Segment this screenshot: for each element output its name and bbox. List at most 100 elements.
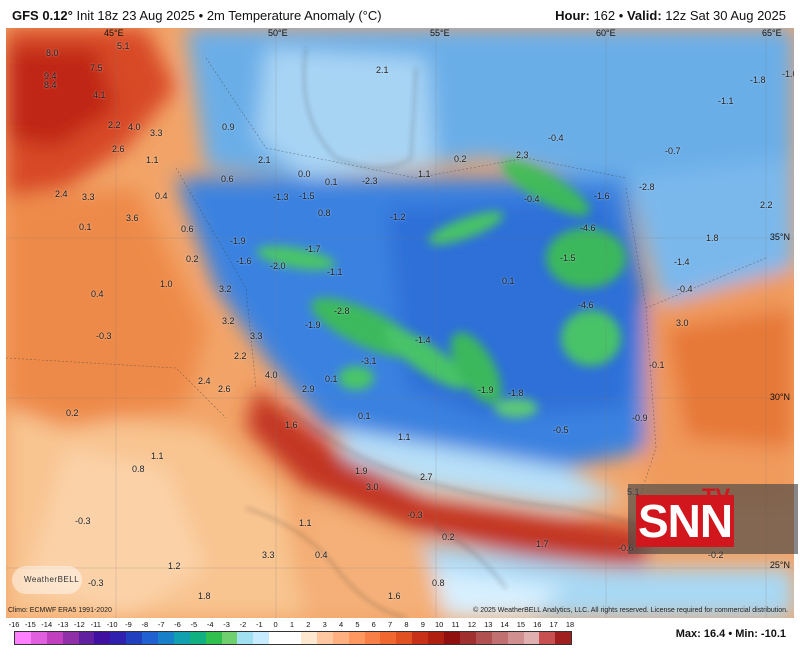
anomaly-map[interactable]: 45°E 50°E 55°E 60°E 65°E 35°N 30°N 25°N …	[6, 28, 794, 618]
anomaly-value-label: 0.6	[221, 174, 234, 184]
color-scale-tick: -11	[90, 620, 101, 629]
max-label: Max:	[675, 628, 701, 640]
maxmin-separator: •	[728, 628, 733, 640]
anomaly-value-label: 2.7	[420, 472, 433, 482]
anomaly-value-label: -0.7	[665, 146, 681, 156]
anomaly-value-label: 1.8	[706, 233, 719, 243]
anomaly-value-label: -1.3	[273, 192, 289, 202]
anomaly-value-label: 1.6	[388, 591, 401, 601]
color-scale-tick: 8	[404, 620, 409, 629]
anomaly-value-label: 1.7	[536, 539, 549, 549]
header-right: Hour: 162 • Valid: 12z Sat 30 Aug 2025	[555, 8, 786, 23]
lon-label-55: 55°E	[430, 28, 450, 38]
anomaly-value-label: 8.4	[44, 80, 57, 90]
color-scale-swatch	[158, 632, 174, 644]
color-scale-swatch	[301, 632, 317, 644]
lon-label-60: 60°E	[596, 28, 616, 38]
anomaly-value-label: -2.8	[639, 182, 655, 192]
color-scale-tick: -16	[8, 620, 20, 629]
anomaly-value-label: -0.5	[553, 425, 569, 435]
anomaly-value-label: 2.4	[55, 189, 68, 199]
lon-label-45: 45°E	[104, 28, 124, 38]
color-scale-swatch	[507, 632, 524, 644]
color-scale-tick: -12	[73, 620, 85, 629]
anomaly-value-label: -1.8	[508, 388, 524, 398]
color-scale-tick: 14	[500, 620, 509, 629]
color-scale-tick: -2	[239, 620, 247, 629]
color-scale-swatch	[555, 632, 572, 644]
color-scale-swatch	[205, 632, 222, 644]
color-scale-tick: 1	[289, 620, 295, 629]
color-scale-tick: 18	[565, 620, 575, 629]
anomaly-value-label: -0.3	[88, 578, 104, 588]
color-scale-swatch	[237, 632, 254, 644]
color-scale-tick: 10	[435, 620, 444, 629]
anomaly-value-label: -4.6	[578, 300, 594, 310]
color-scale-tick: -8	[141, 620, 149, 629]
anomaly-value-label: 0.1	[325, 374, 338, 384]
anomaly-value-label: -1.9	[478, 385, 494, 395]
map-title: 2m Temperature Anomaly (°C)	[206, 8, 382, 23]
color-scale-swatch	[475, 632, 492, 644]
anomaly-value-label: 2.6	[112, 144, 125, 154]
color-scale-swatch	[15, 632, 31, 644]
snn-tv-watermark: SNN TV	[628, 484, 798, 554]
anomaly-value-label: 2.9	[302, 384, 315, 394]
anomaly-value-label: 0.2	[442, 532, 455, 542]
anomaly-value-label: -1.5	[560, 253, 576, 263]
color-scale-tick: -6	[174, 620, 181, 629]
color-scale-swatch	[459, 632, 476, 644]
color-scale-tick: -7	[157, 620, 165, 629]
color-scale-swatch	[428, 632, 445, 644]
anomaly-value-label: -4.6	[580, 223, 596, 233]
anomaly-value-label: 1.1	[418, 169, 431, 179]
color-scale-tick: -3	[223, 620, 230, 629]
color-scale-swatch	[364, 632, 381, 644]
anomaly-value-label: 0.1	[502, 276, 515, 286]
color-scale-swatch	[253, 632, 270, 644]
anomaly-value-label: 0.2	[454, 154, 467, 164]
anomaly-value-label: -1.8	[750, 75, 766, 85]
color-scale-swatch	[539, 632, 556, 644]
anomaly-value-label: 1.1	[398, 432, 411, 442]
max-value: 16.4	[703, 628, 726, 640]
anomaly-value-label: 2.2	[234, 351, 247, 361]
anomaly-value-label: -0.3	[96, 331, 112, 341]
anomaly-value-label: -1.5	[299, 191, 315, 201]
max-min-readout: Max: 16.4 • Min: -10.1	[676, 628, 786, 640]
anomaly-value-label: 1.8	[198, 591, 211, 601]
weatherbell-logo: WeatherBELL	[12, 566, 82, 594]
color-scale-tick: -4	[206, 620, 214, 629]
anomaly-value-label: 4.0	[128, 122, 141, 132]
color-scale-swatch	[46, 632, 63, 644]
color-scale-tick: 5	[355, 620, 360, 629]
anomaly-value-label: 9.4	[44, 71, 57, 81]
weatherbell-logo-text: WeatherBELL	[24, 575, 80, 584]
anomaly-value-label: 2.6	[218, 384, 231, 394]
anomaly-value-label: -2.3	[362, 176, 378, 186]
anomaly-value-label: 3.3	[250, 331, 263, 341]
anomaly-value-label: -0.1	[649, 360, 665, 370]
anomaly-value-label: 0.8	[432, 578, 445, 588]
lat-label-35: 35°N	[769, 232, 790, 242]
anomaly-value-label: -0.4	[524, 194, 540, 204]
lat-label-25: 25°N	[769, 560, 790, 570]
anomaly-value-label: -1.1	[327, 267, 343, 277]
color-scale-tick: -13	[57, 620, 69, 629]
anomaly-value-label: 1.2	[168, 561, 181, 571]
valid-label: Valid:	[626, 8, 662, 23]
anomaly-value-label: 0.2	[66, 408, 79, 418]
hour-label: Hour:	[555, 8, 590, 23]
model-name: GFS 0.12°	[12, 8, 73, 23]
color-scale-tick: 9	[420, 620, 425, 629]
anomaly-value-label: 0.4	[91, 289, 104, 299]
hour-value: 162	[593, 8, 616, 23]
color-scale-tick: -15	[24, 620, 36, 629]
color-scale-swatch	[30, 632, 47, 644]
color-scale-swatch	[285, 632, 302, 644]
snn-logo: SNN	[636, 494, 735, 548]
color-scale-swatch	[94, 632, 111, 644]
anomaly-value-label: 1.9	[355, 466, 368, 476]
copyright-credit: © 2025 WeatherBELL Analytics, LLC. All r…	[473, 607, 788, 614]
color-scale-tick: 2	[306, 620, 311, 629]
